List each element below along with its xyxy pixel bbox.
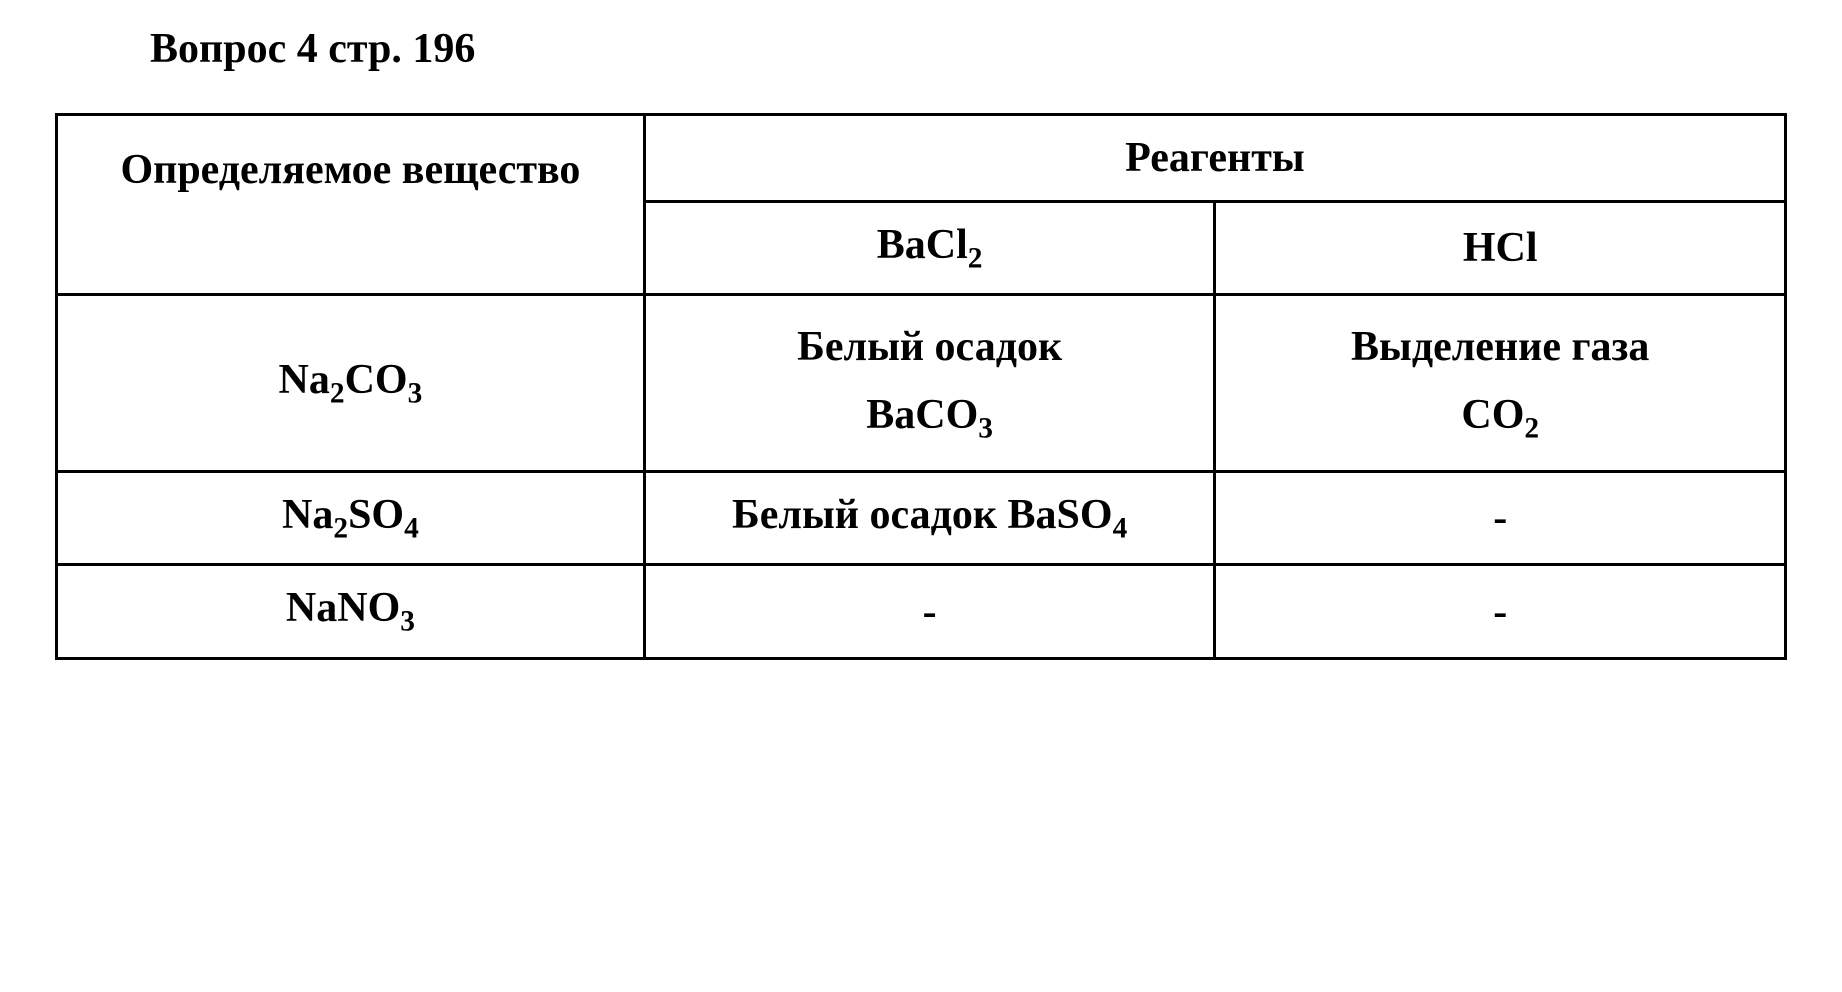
reagent2-result: - [1215,565,1786,658]
substance-cell: Na2CO3 [57,295,645,472]
header-row-1: Определяемое вещество Реагенты [57,115,1786,202]
substance-cell: Na2SO4 [57,472,645,565]
reagent2-result: Выделение газа CO2 [1215,295,1786,472]
reagent2-result: - [1215,472,1786,565]
reagent1-result: - [644,565,1215,658]
substance-cell: NaNO3 [57,565,645,658]
reagent2-header: HCl [1215,202,1786,295]
table-row: Na2SO4 Белый осадок BaSO4 - [57,472,1786,565]
page-title: Вопрос 4 стр. 196 [55,25,1787,73]
table-row: NaNO3 - - [57,565,1786,658]
reagent1-header: BaCl2 [644,202,1215,295]
substance-header: Определяемое вещество [57,115,645,295]
table-row: Na2CO3 Белый осадок BaCO3 Выделение газа… [57,295,1786,472]
result-formula: CO2 [1226,382,1774,452]
chemistry-table: Определяемое вещество Реагенты BaCl2 HCl… [55,113,1787,660]
result-formula: BaCO3 [656,382,1204,452]
result-text: Белый осадок [656,314,1204,381]
reagents-header: Реагенты [644,115,1785,202]
reagent1-result: Белый осадок BaSO4 [644,472,1215,565]
result-text: Выделение газа [1226,314,1774,381]
reagent1-result: Белый осадок BaCO3 [644,295,1215,472]
